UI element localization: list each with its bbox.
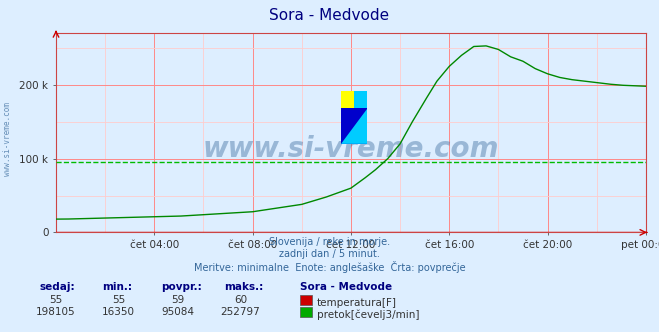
Text: 55: 55 <box>49 295 63 305</box>
Text: zadnji dan / 5 minut.: zadnji dan / 5 minut. <box>279 249 380 259</box>
Text: Sora - Medvode: Sora - Medvode <box>300 283 392 292</box>
Text: 198105: 198105 <box>36 307 76 317</box>
Text: www.si-vreme.com: www.si-vreme.com <box>203 135 499 163</box>
Text: maks.:: maks.: <box>224 283 264 292</box>
Text: 16350: 16350 <box>102 307 135 317</box>
Text: Meritve: minimalne  Enote: anglešaške  Črta: povprečje: Meritve: minimalne Enote: anglešaške Črt… <box>194 261 465 273</box>
Text: 95084: 95084 <box>161 307 194 317</box>
Bar <box>341 91 355 109</box>
Bar <box>341 109 368 144</box>
Text: 55: 55 <box>112 295 125 305</box>
Text: Sora - Medvode: Sora - Medvode <box>270 8 389 23</box>
Text: Slovenija / reke in morje.: Slovenija / reke in morje. <box>269 237 390 247</box>
Text: povpr.:: povpr.: <box>161 283 202 292</box>
Text: www.si-vreme.com: www.si-vreme.com <box>3 103 13 176</box>
Text: 59: 59 <box>171 295 185 305</box>
Text: pretok[čevelj3/min]: pretok[čevelj3/min] <box>317 309 420 320</box>
Bar <box>355 91 368 109</box>
Text: min.:: min.: <box>102 283 132 292</box>
Text: 60: 60 <box>234 295 247 305</box>
Text: temperatura[F]: temperatura[F] <box>317 298 397 308</box>
Text: 252797: 252797 <box>221 307 260 317</box>
Polygon shape <box>341 109 368 144</box>
Text: sedaj:: sedaj: <box>40 283 75 292</box>
